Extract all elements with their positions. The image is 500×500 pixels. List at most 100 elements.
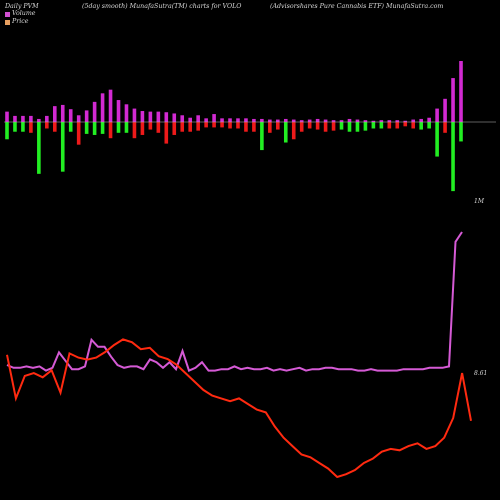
volume-bar-down [124, 122, 129, 133]
volume-bar-up [268, 119, 272, 122]
volume-bar-down [188, 122, 192, 132]
volume-bar-up [29, 115, 33, 122]
volume-bar-up [459, 61, 463, 122]
volume-bar-up [283, 118, 288, 122]
volume-bar-down [315, 122, 320, 130]
volume-bar-down [172, 122, 177, 135]
volume-bar-up [108, 89, 113, 122]
volume-bar-down [323, 122, 328, 132]
volume-bar-down [459, 122, 463, 142]
volume-bar-down [164, 122, 169, 144]
volume-bar-up [204, 118, 208, 122]
volume-bar-down [116, 122, 121, 133]
volume-bar-down [236, 122, 240, 129]
volume-bar-up [435, 108, 439, 122]
volume-bar-down [331, 122, 336, 131]
volume-bar-down [84, 122, 89, 134]
volume-bar-down [268, 122, 272, 133]
volume-bar-down [204, 122, 208, 128]
volume-bar-up [315, 118, 320, 122]
volume-bar-down [395, 122, 400, 129]
price-legend-swatch [5, 20, 10, 25]
volume-bar-down [220, 122, 224, 128]
volume-bar-down [132, 122, 137, 139]
volume-bar-down [156, 122, 161, 133]
volume-bar-down [260, 122, 264, 151]
volume-bar-down [60, 122, 65, 172]
volume-line [6, 231, 463, 372]
volume-bar-down [299, 122, 304, 132]
volume-bar-up [100, 93, 105, 122]
volume-bar-up [180, 115, 185, 122]
volume-bar-down [148, 122, 153, 130]
volume-bar-up [68, 109, 73, 122]
volume-bar-down [68, 122, 73, 132]
security-name: (Advisorshares Pure Cannabis ETF) Munafa… [270, 3, 444, 10]
volume-bar-down [387, 122, 392, 129]
volume-bar-up [307, 119, 312, 122]
volume-bar-up [355, 119, 360, 122]
volume-bar-down [252, 122, 256, 132]
price-line [6, 338, 472, 479]
volume-bar-down [13, 122, 17, 132]
volume-bar-down [108, 122, 113, 139]
volume-bar-down [339, 122, 344, 130]
volume-bars [5, 61, 463, 192]
volume-bar-up [379, 120, 384, 122]
volume-bar-down [379, 122, 384, 129]
volume-bar-up [252, 118, 256, 122]
volume-bar-down [100, 122, 105, 134]
volume-bar-down [37, 122, 41, 174]
volume-bar-up [451, 78, 455, 122]
volume-bar-up [164, 112, 169, 122]
volume-bar-down [244, 122, 248, 132]
volume-bar-down [92, 122, 97, 135]
volume-bar-up [13, 115, 17, 122]
volume-bar-up [419, 118, 423, 122]
volume-bar-up [228, 118, 232, 122]
volume-bar-up [244, 118, 248, 122]
volume-bar-down [435, 122, 439, 157]
volume-bar-down [45, 122, 49, 129]
volume-bar-down [196, 122, 200, 131]
volume-bar-up [371, 120, 376, 122]
volume-bar-up [427, 117, 431, 122]
volume-bar-down [283, 122, 288, 143]
volume-bar-up [347, 118, 352, 122]
volume-legend-label: Volume [12, 10, 36, 17]
volume-bar-up [276, 119, 280, 122]
volume-bar-down [307, 122, 312, 129]
volume-bar-down [291, 122, 296, 140]
volume-bar-down [347, 122, 352, 132]
volume-bar-down [29, 122, 33, 133]
volume-bar-up [5, 111, 9, 122]
volume-bar-up [403, 120, 408, 122]
volume-bar-up [220, 118, 224, 122]
volume-bar-up [37, 118, 41, 122]
volume-bar-down [371, 122, 376, 129]
price-end-label: 8.61 [474, 370, 487, 377]
volume-bar-up [172, 113, 177, 122]
chart-type-label: Daily PVM [5, 3, 39, 10]
volume-bar-down [451, 122, 455, 192]
volume-bar-up [45, 115, 49, 122]
volume-bar-up [156, 111, 161, 122]
volume-bar-up [196, 115, 200, 122]
volume-bar-up [395, 120, 400, 122]
volume-bar-down [363, 122, 368, 131]
volume-bar-up [188, 117, 192, 122]
volume-bar-up [60, 104, 65, 122]
volume-bar-down [403, 122, 408, 127]
price-legend-label: Price [12, 18, 29, 25]
volume-bar-up [212, 114, 216, 122]
volume-bar-up [21, 115, 25, 122]
volume-bar-down [411, 122, 416, 129]
volume-bar-down [419, 122, 423, 130]
volume-bar-up [76, 115, 81, 122]
volume-legend-swatch [5, 12, 10, 17]
volume-bar-down [443, 122, 447, 133]
volume-bar-up [148, 111, 153, 122]
volume-bar-down [140, 122, 145, 135]
